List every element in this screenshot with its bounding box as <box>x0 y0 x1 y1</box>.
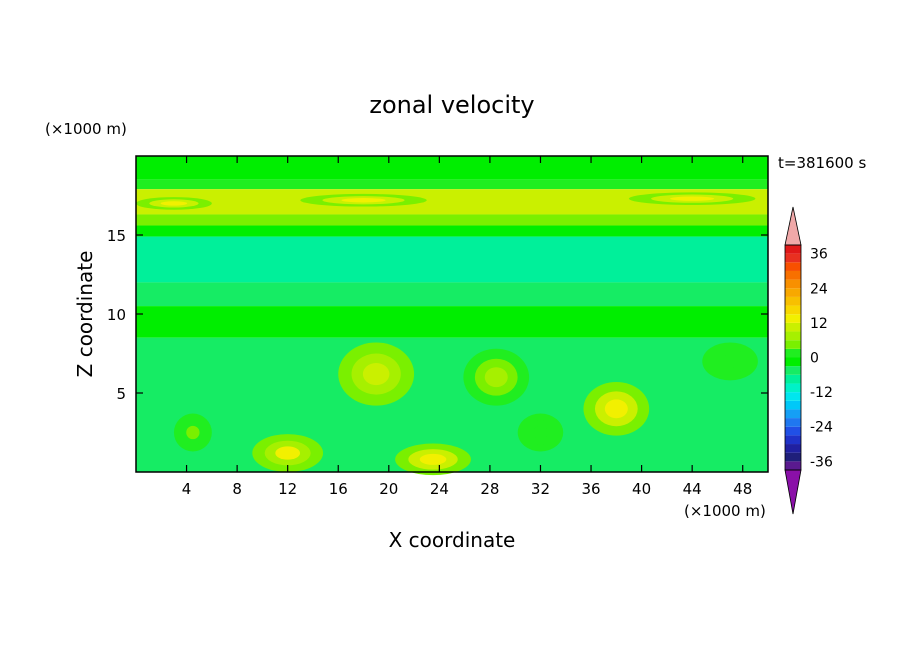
field-blob <box>419 453 447 465</box>
colorbar-cell <box>785 288 801 297</box>
field-band <box>136 225 768 237</box>
x-tick-label: 16 <box>329 480 348 498</box>
colorbar-cell <box>785 426 801 436</box>
colorbar-over-arrow <box>784 206 802 246</box>
colorbar-label: 0 <box>810 351 819 367</box>
colorbar-cell <box>785 296 801 306</box>
field-blob <box>362 362 390 386</box>
x-axis: 4 8 12 16 20 24 28 32 36 40 44 48 <box>182 156 752 498</box>
colorbar-cell <box>785 461 801 470</box>
y-unit-label: (×1000 m) <box>45 120 127 138</box>
colorbar-cell <box>785 383 801 393</box>
y-tick-label: 5 <box>116 385 126 403</box>
field-band <box>136 179 768 190</box>
y-tick-label: 10 <box>107 306 126 324</box>
x-tick-label: 20 <box>379 480 398 498</box>
colorbar-cell <box>785 409 801 419</box>
plot-area <box>136 156 768 476</box>
x-axis-label: X coordinate <box>389 528 516 552</box>
colorbar-cell <box>785 340 801 349</box>
x-tick-label: 28 <box>480 480 499 498</box>
field-blob <box>670 196 715 201</box>
field-band <box>136 282 768 307</box>
field-blob <box>160 201 188 206</box>
colorbar-cell <box>785 305 801 315</box>
colorbar-label: -36 <box>810 454 833 470</box>
colorbar-cell <box>785 452 801 462</box>
colorbar: 36 24 12 0 -12 -24 -36 <box>784 206 833 515</box>
colorbar-under-arrow <box>784 469 802 515</box>
colorbar-cell <box>785 374 801 384</box>
field-blob <box>532 425 549 440</box>
x-tick-label: 44 <box>683 480 702 498</box>
chart-title: zonal velocity <box>369 91 534 119</box>
colorbar-cell <box>785 314 801 323</box>
colorbar-cell <box>785 348 801 358</box>
field-band <box>136 156 768 180</box>
x-tick-label: 40 <box>632 480 651 498</box>
colorbar-cell <box>785 418 801 427</box>
colorbar-cell <box>785 357 801 367</box>
field-blob <box>341 198 386 203</box>
field-band <box>136 236 768 283</box>
field-blob <box>484 367 508 388</box>
x-tick-label: 48 <box>733 480 752 498</box>
colorbar-cell <box>785 392 801 401</box>
field-band <box>136 306 768 338</box>
colorbar-label: 36 <box>810 247 828 263</box>
colorbar-cell <box>785 322 801 332</box>
x-tick-label: 32 <box>531 480 550 498</box>
colorbar-cell <box>785 435 801 445</box>
x-tick-label: 12 <box>278 480 297 498</box>
x-tick-label: 8 <box>232 480 242 498</box>
x-tick-label: 36 <box>581 480 600 498</box>
field-blob <box>604 399 628 419</box>
time-label: t=381600 s <box>778 154 866 172</box>
field-blob <box>275 446 301 460</box>
colorbar-label: -24 <box>810 420 833 436</box>
colorbar-label: -12 <box>810 385 833 401</box>
x-tick-label: 24 <box>430 480 449 498</box>
colorbar-cell <box>785 400 801 410</box>
colorbar-cell <box>785 331 801 341</box>
colorbar-cell <box>785 270 801 280</box>
colorbar-cell <box>785 366 801 375</box>
colorbar-cell <box>785 279 801 289</box>
field-band <box>136 214 768 226</box>
y-axis-label: Z coordinate <box>73 251 97 378</box>
x-unit-label: (×1000 m) <box>684 502 766 520</box>
colorbar-cell <box>785 245 801 254</box>
field-blob <box>186 425 200 440</box>
colorbar-cell <box>785 444 801 453</box>
x-tick-label: 4 <box>182 480 192 498</box>
y-axis: 5 10 15 <box>107 227 768 403</box>
colorbar-label: 24 <box>810 281 828 297</box>
colorbar-cell <box>785 262 801 271</box>
field-blob <box>720 354 740 369</box>
y-tick-label: 15 <box>107 227 126 245</box>
colorbar-label: 12 <box>810 316 828 332</box>
colorbar-cell <box>785 253 801 263</box>
colorbar-frame <box>784 244 802 471</box>
